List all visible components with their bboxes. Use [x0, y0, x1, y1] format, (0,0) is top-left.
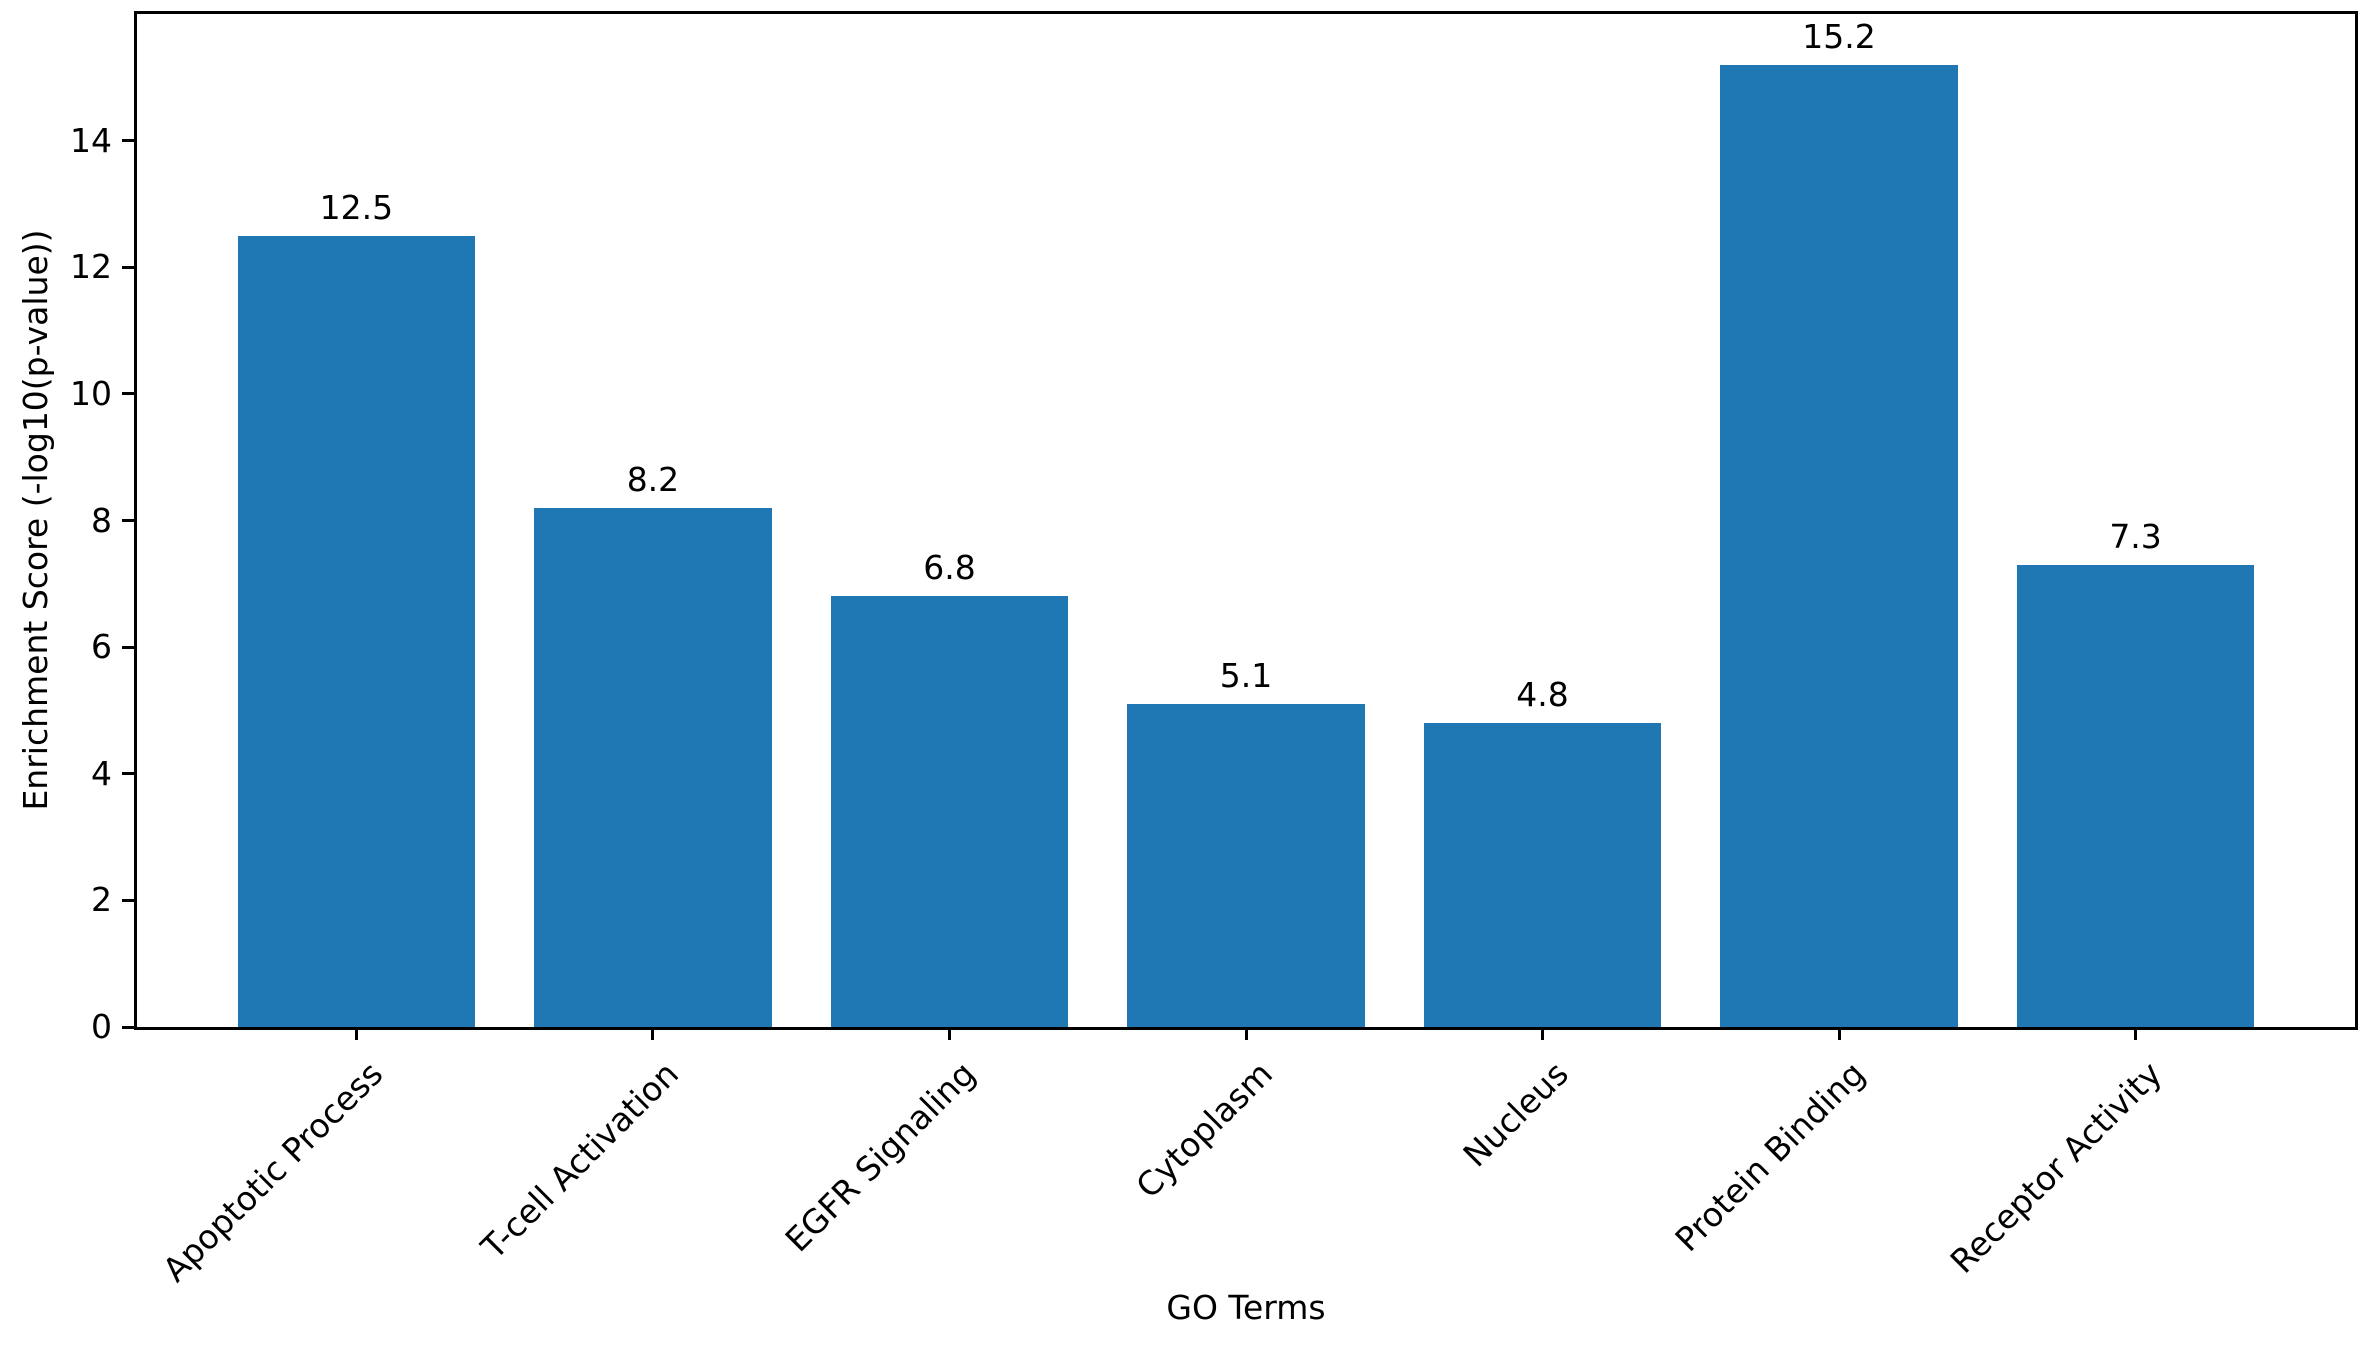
y-tick-mark-6 — [122, 265, 137, 269]
y-tick-mark-4 — [122, 519, 137, 522]
bar-3 — [1127, 704, 1365, 1027]
x-tick-label-4: Nucleus — [1455, 1054, 1577, 1175]
y-tick-label-3: 6 — [91, 627, 112, 667]
y-tick-label-0: 0 — [91, 1007, 112, 1046]
x-tick-label-6: Receptor Activity — [1942, 1054, 2170, 1281]
y-tick-mark-5 — [122, 392, 137, 396]
y-tick-mark-7 — [122, 139, 137, 143]
bar-value-label-3: 5.1 — [1219, 656, 1273, 696]
bar-value-label-6: 7.3 — [2109, 516, 2162, 556]
x-tick-mark-5 — [1837, 1027, 1841, 1040]
y-axis-label: Enrichment Score (-log10(p-value)) — [16, 229, 55, 811]
y-tick-label-1: 2 — [91, 880, 112, 920]
bar-1 — [534, 507, 772, 1027]
x-axis-label: GO Terms — [1166, 1288, 1326, 1327]
x-tick-mark-6 — [2134, 1027, 2138, 1040]
bar-5 — [1720, 64, 1958, 1027]
x-tick-mark-2 — [947, 1027, 951, 1040]
bar-value-label-1: 8.2 — [626, 459, 680, 499]
bar-value-label-4: 4.8 — [1516, 675, 1569, 715]
bar-6 — [2016, 564, 2255, 1027]
bar-value-label-5: 15.2 — [1802, 16, 1876, 56]
y-tick-mark-1 — [122, 898, 137, 902]
bar-4 — [1423, 723, 1662, 1027]
x-tick-label-3: Cytoplasm — [1127, 1054, 1280, 1206]
bar-2 — [830, 596, 1069, 1027]
x-tick-label-0: Apoptotic Process — [154, 1054, 391, 1290]
y-tick-label-4: 8 — [91, 500, 112, 540]
y-tick-label-2: 4 — [91, 753, 112, 793]
bar-value-label-2: 6.8 — [923, 548, 976, 588]
x-tick-mark-0 — [354, 1027, 358, 1040]
y-tick-label-6: 12 — [70, 247, 112, 287]
bar-value-label-0: 12.5 — [319, 187, 394, 227]
y-tick-label-7: 14 — [70, 120, 112, 160]
y-tick-mark-2 — [122, 772, 137, 776]
plot-area: 12.5 8.2 6.8 5.1 4.8 15.2 7.3 — [134, 11, 2358, 1030]
x-tick-label-1: T-cell Activation — [474, 1054, 687, 1267]
bar-0 — [237, 235, 476, 1027]
x-tick-mark-3 — [1244, 1027, 1248, 1040]
x-tick-mark-4 — [1541, 1027, 1545, 1040]
x-tick-label-2: EGFR Signaling — [777, 1054, 984, 1260]
y-tick-mark-0 — [122, 1025, 137, 1029]
y-tick-label-5: 10 — [70, 373, 112, 413]
y-tick-mark-3 — [122, 645, 137, 649]
x-tick-label-5: Protein Binding — [1667, 1054, 1873, 1259]
x-tick-mark-1 — [651, 1027, 655, 1040]
